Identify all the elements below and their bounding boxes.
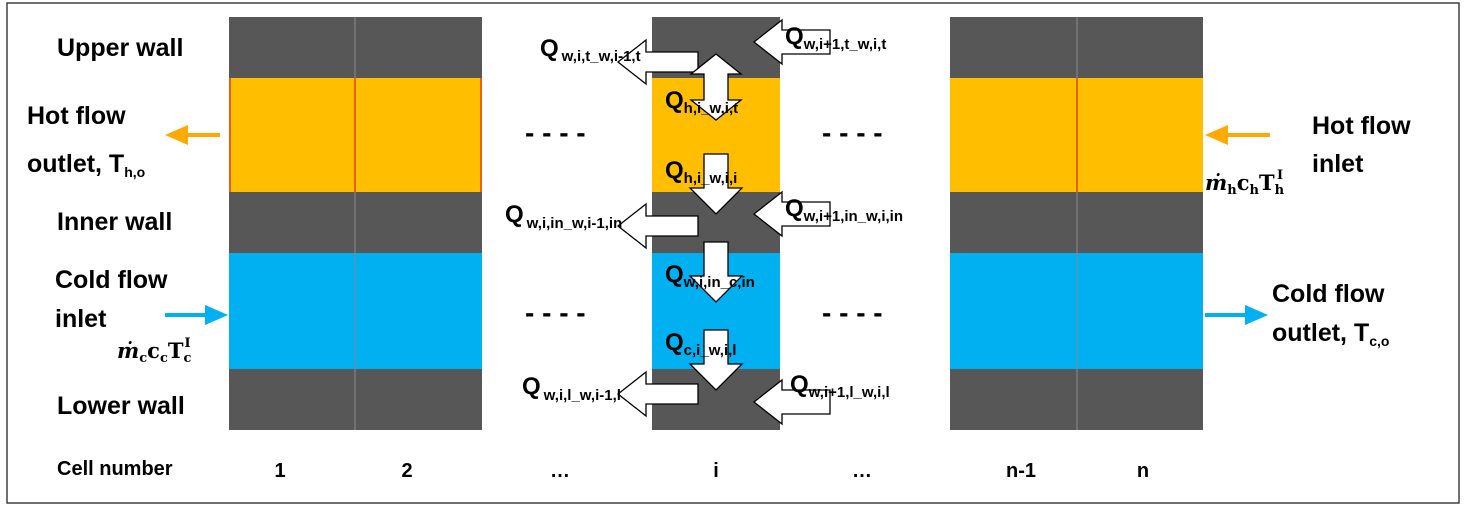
q-cold-bottom-sub: c,i_w,i,l xyxy=(684,342,737,359)
cold-m-sub: c xyxy=(139,351,147,366)
hot-inlet-label-line2: inlet xyxy=(1312,150,1364,178)
hot-bottom-down-arrow xyxy=(688,153,744,215)
dashes-cold-left: - - - - xyxy=(525,297,586,328)
q-symbol: Q xyxy=(540,35,559,62)
q-inner-right-sub: w,i+1,in_w,i,in xyxy=(803,208,903,225)
q-inner-right: Qw,i+1,in_w,i,in xyxy=(785,195,903,225)
cold-T: T xyxy=(168,338,184,363)
diagram-frame xyxy=(6,2,1460,504)
cold-bottom-down-arrow xyxy=(688,329,744,391)
q-symbol: Q xyxy=(665,261,684,288)
hot-T: T xyxy=(1259,170,1275,195)
upper-wall-label: Upper wall xyxy=(57,34,183,62)
hot-c: c xyxy=(1237,170,1250,195)
q-symbol: Q xyxy=(790,371,809,398)
cold-c: c xyxy=(147,338,160,363)
cell-group-left xyxy=(229,17,482,430)
upper-left-arrow xyxy=(616,38,699,86)
cell-number-title: Cell number xyxy=(57,458,173,480)
q-symbol: Q xyxy=(785,195,804,222)
q-lower-right: Qw,i+1,l_w,i,l xyxy=(790,371,890,401)
cold-outlet-text: outlet, T xyxy=(1272,319,1369,347)
q-inner-left-sub: w,i,in_w,i-1,in xyxy=(526,215,623,232)
cell-number-label: n xyxy=(1137,460,1149,482)
lower-left-arrow xyxy=(616,370,699,418)
cold-inlet-arrow xyxy=(165,305,228,325)
q-hot-bottom: Qh,i_w,i,i xyxy=(665,157,737,187)
hot-m: ṁ xyxy=(1205,170,1227,195)
hot-outlet-subscript: h,o xyxy=(124,164,145,180)
q-upper-right-sub: w,i+1,t_w,i,t xyxy=(803,36,887,53)
hot-c-sub: h xyxy=(1249,183,1259,198)
q-symbol: Q xyxy=(665,329,684,356)
hot-T-sub: h xyxy=(1275,183,1285,198)
q-lower-left-sub: w,i,l_w,i-1,l xyxy=(543,387,621,404)
cell-number-label: 1 xyxy=(274,460,285,482)
dashes-hot-left: - - - - xyxy=(525,117,586,148)
cold-c-sub: c xyxy=(160,351,168,366)
hot-top-double-arrow xyxy=(689,53,743,121)
cell-number-label: … xyxy=(852,460,872,482)
q-symbol: Q xyxy=(505,201,524,228)
hot-inlet-term: ṁhchThI xyxy=(1205,168,1285,198)
dashes-cold-right: - - - - xyxy=(822,297,883,328)
cell-number-label: … xyxy=(550,460,570,482)
q-cold-top: Qw,i,in_c,in xyxy=(665,261,755,291)
inner-wall-label: Inner wall xyxy=(57,208,172,236)
inner-left-arrow xyxy=(616,202,699,250)
cell-number-label: 2 xyxy=(401,460,412,482)
inner-right-arrow xyxy=(752,190,831,238)
q-hot-bottom-sub: h,i_w,i,i xyxy=(684,170,738,187)
cold-inlet-label-line2: inlet xyxy=(55,305,107,333)
q-hot-top-sub: h,i_w,i,t xyxy=(684,100,738,117)
hot-outlet-label-line2: outlet, Th,o xyxy=(27,150,145,180)
cell-number-label: n-1 xyxy=(1006,460,1036,482)
cold-outlet-label-line1: Cold flow xyxy=(1272,280,1385,308)
dashes-hot-right: - - - - xyxy=(822,117,883,148)
cell-group-right xyxy=(950,17,1203,430)
lower-wall-label: Lower wall xyxy=(57,392,185,420)
q-hot-top: Qh,i_w,i,t xyxy=(665,87,738,117)
cold-outlet-subscript: c,o xyxy=(1369,333,1389,349)
q-symbol: Q xyxy=(665,157,684,184)
hot-T-sup: I xyxy=(1277,168,1283,183)
cold-T-sub: c xyxy=(184,351,192,366)
hot-m-sub: h xyxy=(1227,183,1237,198)
q-symbol: Q xyxy=(665,87,684,114)
hot-outlet-text: outlet, T xyxy=(27,150,124,178)
q-symbol: Q xyxy=(785,23,804,50)
lower-right-arrow xyxy=(752,378,831,426)
cold-outlet-label-line2: outlet, Tc,o xyxy=(1272,319,1389,349)
q-symbol: Q xyxy=(522,373,541,400)
hot-inlet-label-line1: Hot flow xyxy=(1312,112,1411,140)
cold-outlet-arrow xyxy=(1205,305,1268,325)
hot-inlet-arrow xyxy=(1205,125,1270,145)
q-upper-right: Qw,i+1,t_w,i,t xyxy=(785,23,886,53)
q-lower-right-sub: w,i+1,l_w,i,l xyxy=(808,384,890,401)
q-upper-left-sub: w,i,t_w,i-1,t xyxy=(561,48,641,65)
hot-outlet-arrow xyxy=(165,125,220,145)
cold-top-down-arrow xyxy=(688,241,744,303)
upper-right-arrow xyxy=(752,18,831,66)
cold-inlet-label-line1: Cold flow xyxy=(55,266,168,294)
cold-inlet-term: ṁcccTcI xyxy=(117,336,192,366)
cell-number-label: i xyxy=(713,460,719,482)
hot-outlet-label-line1: Hot flow xyxy=(27,102,126,130)
cold-T-sup: I xyxy=(184,336,190,351)
cell-number-labels: 1 2 … i … n-1 n xyxy=(274,460,1149,482)
cold-m: ṁ xyxy=(117,338,139,363)
q-cold-top-sub: w,i,in_c,in xyxy=(683,274,755,291)
q-cold-bottom: Qc,i_w,i,l xyxy=(665,329,736,359)
